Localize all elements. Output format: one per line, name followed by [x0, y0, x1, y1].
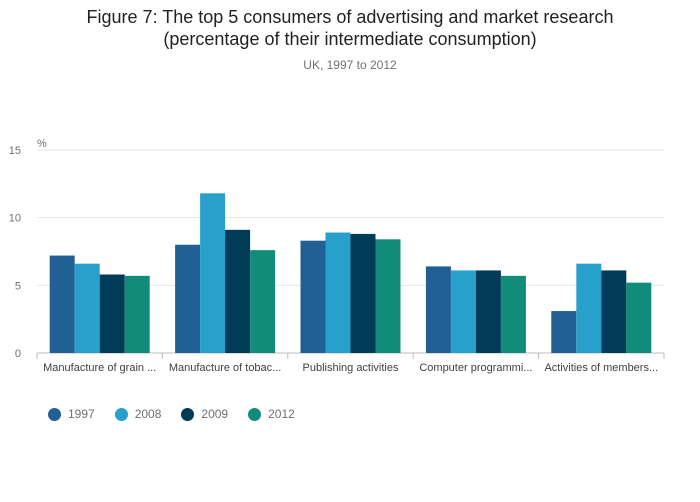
- legend-item-1997[interactable]: 1997: [48, 407, 95, 421]
- bar-2008-1: [74, 263, 100, 353]
- bar-1997-3: [300, 240, 326, 353]
- bar-2009-1: [99, 274, 125, 353]
- y-tick-label: 0: [15, 348, 21, 360]
- bar-2008-4: [450, 270, 476, 353]
- bar-2009-3: [350, 233, 376, 353]
- chart-title: Figure 7: The top 5 consumers of adverti…: [0, 6, 700, 50]
- x-tick-label: Computer programmi...: [419, 362, 532, 374]
- y-tick-label: 10: [9, 213, 21, 225]
- bar-2012-4: [500, 275, 526, 353]
- legend-label: 2008: [134, 407, 162, 421]
- chart-title-line-1: Figure 7: The top 5 consumers of adverti…: [86, 7, 614, 27]
- legend-item-2012[interactable]: 2012: [248, 407, 295, 421]
- chart-legend: 1997 2008 2009 2012: [48, 407, 315, 421]
- legend-label: 2009: [201, 407, 229, 421]
- legend-item-2008[interactable]: 2008: [114, 407, 162, 421]
- bar-1997-1: [49, 255, 75, 353]
- legend-swatch: [48, 407, 61, 421]
- bar-2012-3: [375, 239, 401, 353]
- bar-2008-2: [200, 193, 226, 353]
- bar-2012-2: [250, 250, 276, 353]
- x-tick-label: Activities of members...: [544, 362, 658, 374]
- legend-swatch: [181, 407, 195, 421]
- legend-label: 1997: [68, 407, 95, 421]
- chart-title-line-2: (percentage of their intermediate consum…: [163, 29, 537, 49]
- bar-2009-4: [475, 270, 501, 353]
- y-tick-label: 5: [15, 280, 21, 292]
- legend-swatch: [248, 407, 262, 421]
- y-axis-label: %: [37, 138, 47, 150]
- x-tick-label: Manufacture of grain ...: [43, 362, 156, 374]
- chart-subtitle: UK, 1997 to 2012: [303, 58, 397, 72]
- legend-swatch: [114, 407, 128, 421]
- bar-1997-2: [175, 244, 201, 353]
- bar-1997-5: [551, 311, 577, 353]
- bar-2009-5: [601, 270, 627, 353]
- x-tick-label: Manufacture of tobac...: [169, 362, 282, 374]
- legend-item-2009[interactable]: 2009: [181, 407, 228, 421]
- legend-label: 2012: [268, 407, 295, 421]
- x-tick-label: Publishing activities: [303, 362, 399, 374]
- bar-1997-4: [425, 266, 451, 353]
- bar-2008-3: [325, 232, 351, 353]
- bar-2008-5: [576, 263, 602, 353]
- bar-2012-5: [626, 282, 652, 353]
- bar-2012-1: [124, 275, 150, 353]
- y-tick-label: 15: [9, 145, 21, 157]
- bar-2009-2: [225, 229, 251, 353]
